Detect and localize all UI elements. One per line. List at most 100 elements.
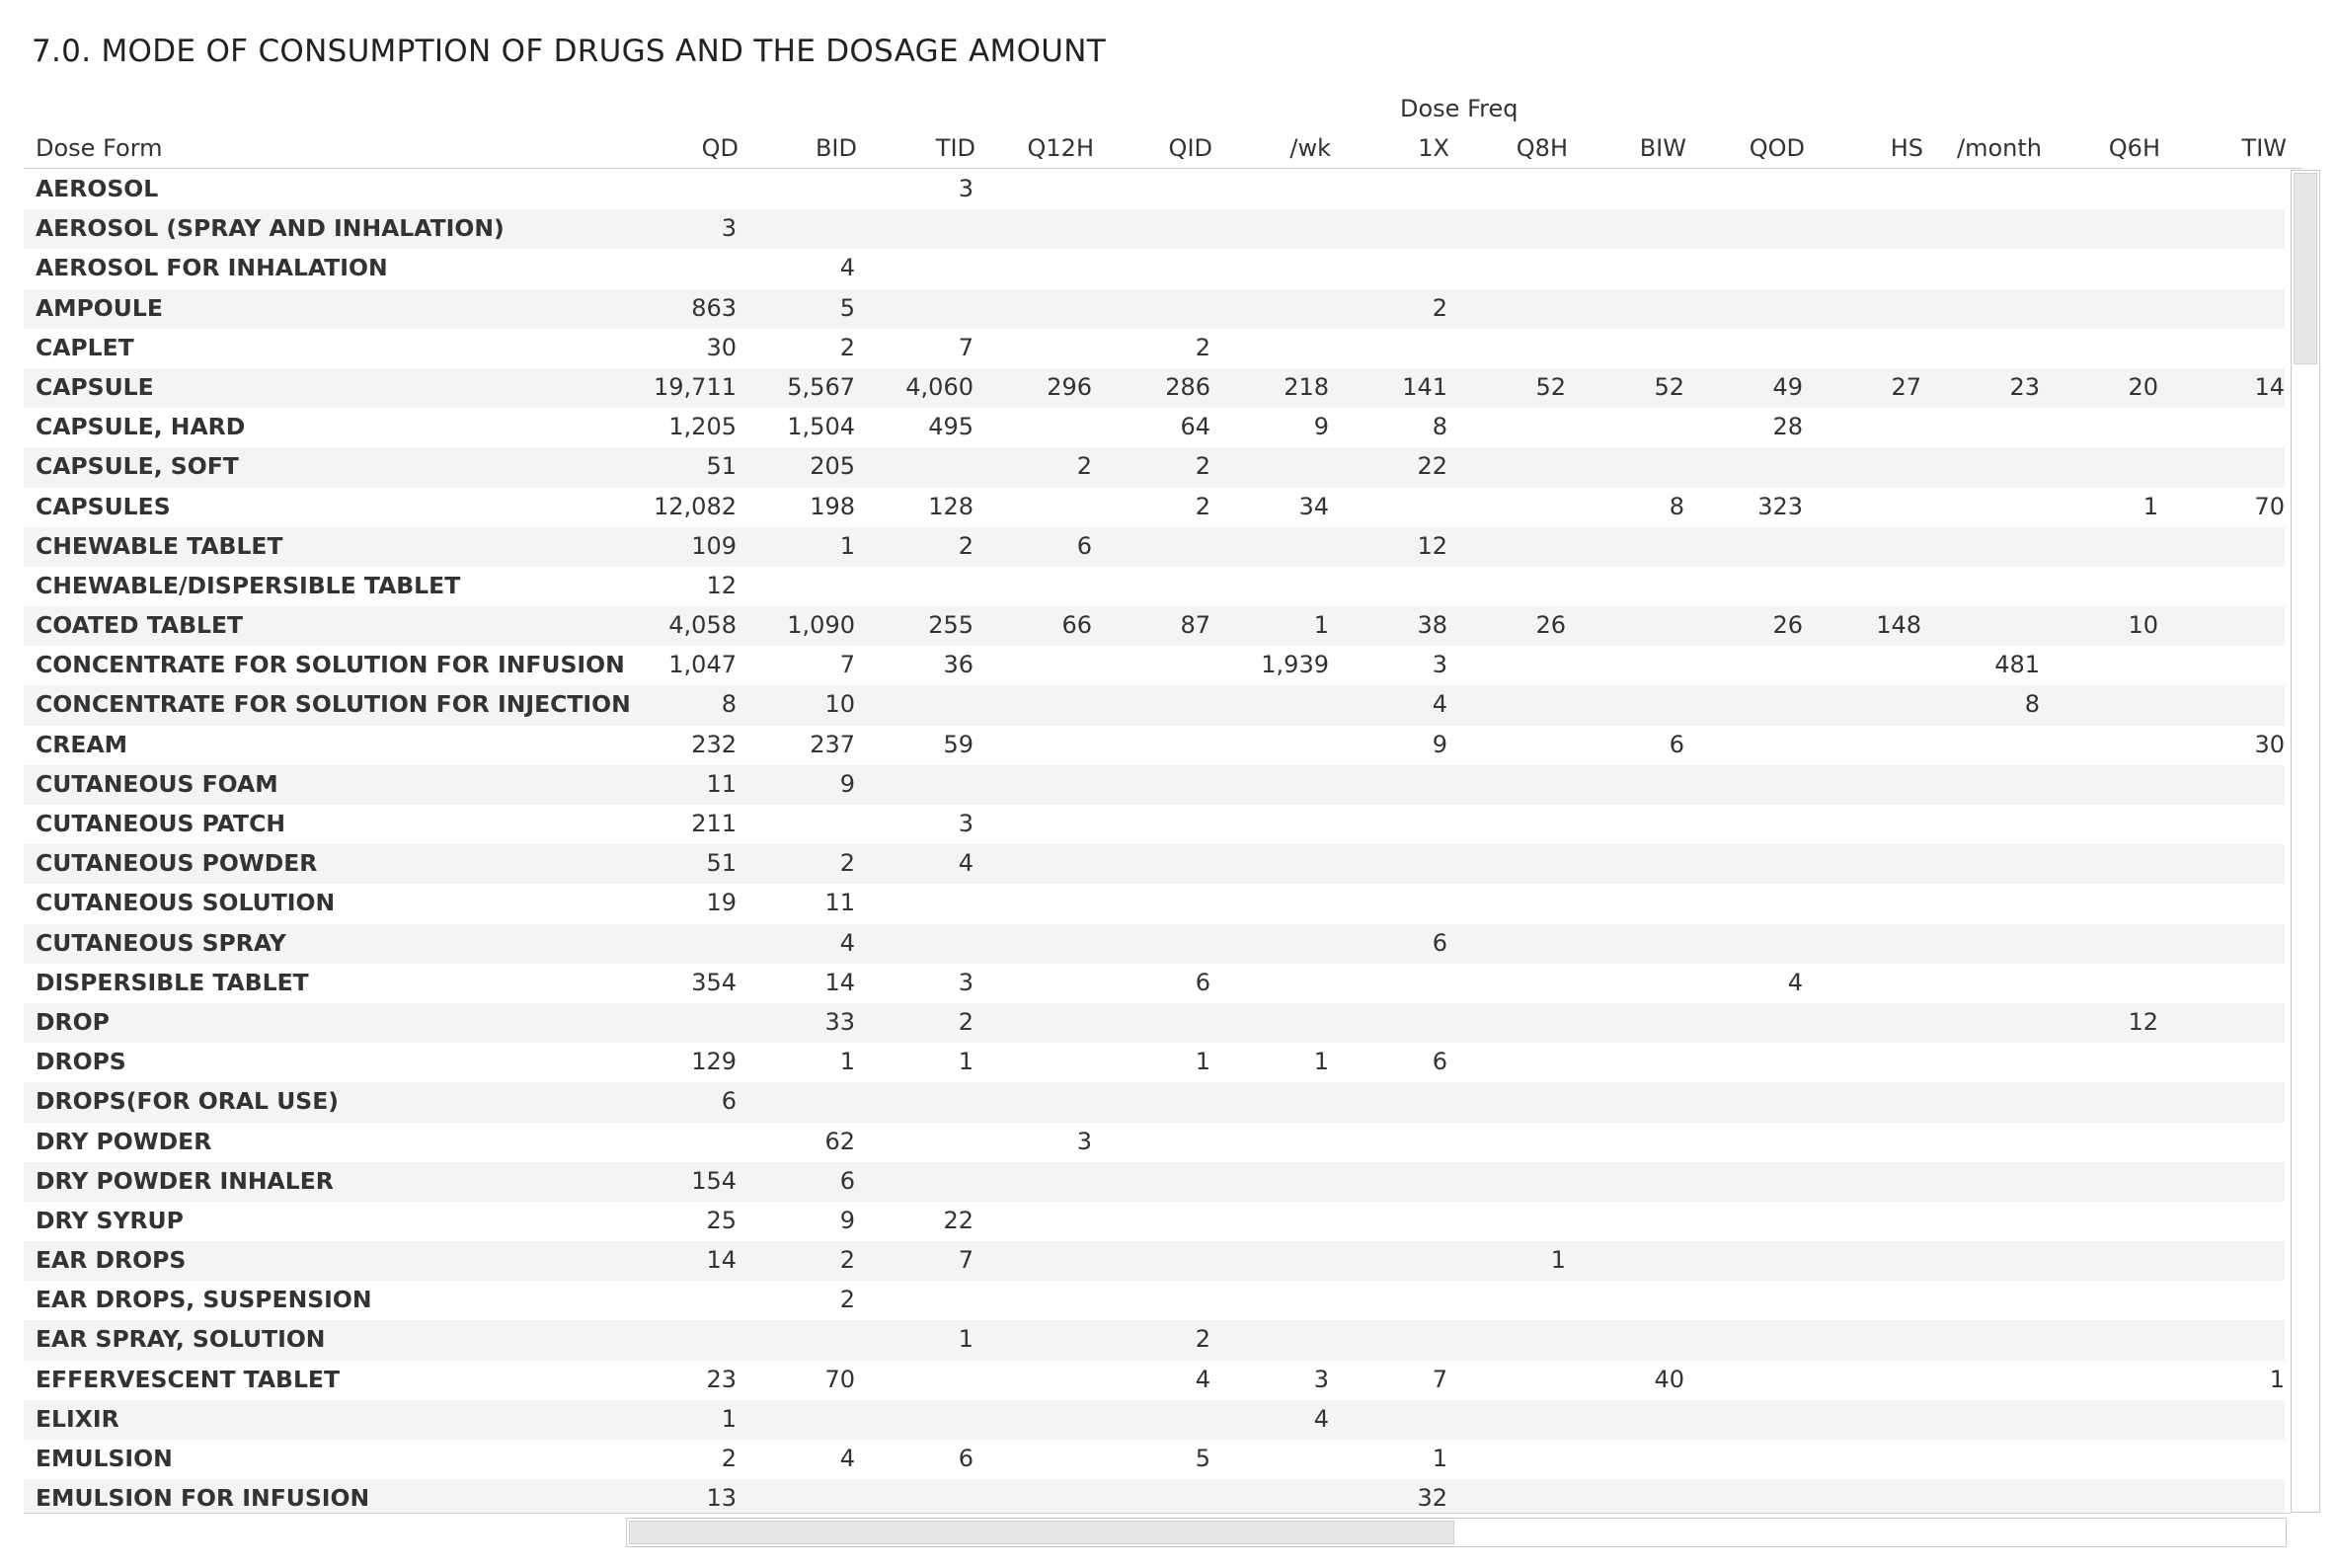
dose-form-label[interactable]: EMULSION FOR INFUSION [36,1484,370,1513]
table-cell[interactable]: 51 [706,849,737,878]
table-cell[interactable]: 23 [706,1365,737,1393]
table-cell[interactable]: 296 [1047,372,1092,401]
table-cell[interactable]: 12,082 [654,492,737,520]
table-cell[interactable]: 4 [839,928,855,957]
table-cell[interactable]: 6 [839,1166,855,1195]
table-cell[interactable]: 237 [810,730,855,758]
column-header-tiw[interactable]: TIW [2241,134,2287,162]
table-cell[interactable]: 38 [1417,611,1447,640]
table-cell[interactable]: 4 [1432,690,1447,719]
column-header-tid[interactable]: TID [935,134,975,162]
table-cell[interactable]: 1 [2269,1365,2285,1393]
table-cell[interactable]: 211 [691,810,737,837]
table-cell[interactable]: 1,504 [787,413,855,441]
table-cell[interactable]: 129 [691,1048,737,1076]
table-cell[interactable]: 4 [1787,968,1803,996]
horizontal-scrollbar-thumb[interactable] [629,1521,1454,1544]
table-cell[interactable]: 1,047 [668,651,737,679]
vertical-scrollbar[interactable] [2291,170,2320,1513]
table-cell[interactable]: 14 [706,1246,737,1275]
dose-form-label[interactable]: CAPLET [36,333,134,361]
table-cell[interactable]: 1 [2142,492,2158,520]
table-cell[interactable]: 354 [691,968,737,996]
table-cell[interactable]: 1 [839,1048,855,1076]
dose-form-label[interactable]: EMULSION [36,1445,173,1472]
table-cell[interactable]: 6 [1669,730,1684,758]
table-cell[interactable]: 1 [1432,1445,1447,1472]
table-cell[interactable]: 8 [1432,413,1447,441]
table-cell[interactable]: 13 [706,1484,737,1513]
table-cell[interactable]: 4 [839,254,855,282]
dose-form-label[interactable]: CAPSULES [36,492,171,520]
dose-form-label[interactable]: CAPSULE [36,372,154,401]
table-cell[interactable]: 1 [958,1048,973,1076]
column-header-q12h[interactable]: Q12H [1027,134,1094,162]
table-cell[interactable]: 128 [928,492,973,520]
dose-form-label[interactable]: EAR DROPS, SUSPENSION [36,1286,372,1314]
table-cell[interactable]: 14 [2254,372,2285,401]
table-cell[interactable]: 148 [1876,611,1921,640]
dose-form-label[interactable]: CUTANEOUS FOAM [36,769,278,798]
table-cell[interactable]: 2 [839,849,855,878]
table-cell[interactable]: 323 [1757,492,1803,520]
table-cell[interactable]: 19 [706,889,737,917]
table-cell[interactable]: 70 [2254,492,2285,520]
table-cell[interactable]: 10 [824,690,855,719]
table-cell[interactable]: 9 [1313,413,1329,441]
table-cell[interactable]: 2 [1432,293,1447,322]
table-cell[interactable]: 87 [1180,611,1210,640]
table-cell[interactable]: 12 [2128,1007,2158,1036]
dose-form-label[interactable]: DRY POWDER [36,1127,212,1155]
table-cell[interactable]: 4 [1195,1365,1210,1393]
table-cell[interactable]: 28 [1772,413,1803,441]
table-cell[interactable]: 2 [1195,333,1210,361]
column-header-q8h[interactable]: Q8H [1516,134,1568,162]
table-cell[interactable]: 36 [943,651,973,679]
table-cell[interactable]: 2 [839,1246,855,1275]
table-cell[interactable]: 286 [1165,372,1210,401]
table-cell[interactable]: 9 [839,769,855,798]
column-header-month[interactable]: /month [1957,134,2042,162]
table-cell[interactable]: 218 [1284,372,1329,401]
table-cell[interactable]: 1,090 [787,611,855,640]
table-cell[interactable]: 5 [1195,1445,1210,1472]
table-cell[interactable]: 11 [824,889,855,917]
table-cell[interactable]: 1,205 [668,413,737,441]
table-cell[interactable]: 2 [839,1286,855,1314]
table-cell[interactable]: 2 [958,1007,973,1036]
dose-form-label[interactable]: CUTANEOUS POWDER [36,849,318,878]
table-cell[interactable]: 26 [1772,611,1803,640]
table-cell[interactable]: 1 [958,1325,973,1354]
table-cell[interactable]: 2 [1195,1325,1210,1354]
table-cell[interactable]: 22 [943,1206,973,1234]
table-cell[interactable]: 3 [958,810,973,837]
dose-form-label[interactable]: DROP [36,1007,110,1036]
table-cell[interactable]: 64 [1180,413,1210,441]
column-header-qid[interactable]: QID [1168,134,1212,162]
table-cell[interactable]: 1 [1195,1048,1210,1076]
table-cell[interactable]: 70 [824,1365,855,1393]
dose-form-label[interactable]: CREAM [36,730,127,758]
table-cell[interactable]: 23 [2009,372,2040,401]
table-cell[interactable]: 62 [824,1127,855,1155]
table-cell[interactable]: 6 [1076,531,1092,560]
dose-form-label[interactable]: CAPSULE, SOFT [36,452,239,481]
column-header-biw[interactable]: BIW [1639,134,1686,162]
table-cell[interactable]: 1 [721,1404,737,1433]
table-cell[interactable]: 7 [839,651,855,679]
table-cell[interactable]: 6 [1432,1048,1447,1076]
dose-form-label[interactable]: DRY POWDER INHALER [36,1166,334,1195]
table-cell[interactable]: 30 [2254,730,2285,758]
table-cell[interactable]: 7 [1432,1365,1447,1393]
table-cell[interactable]: 3 [1076,1127,1092,1155]
column-header-q6h[interactable]: Q6H [2108,134,2160,162]
table-cell[interactable]: 40 [1654,1365,1684,1393]
table-cell[interactable]: 5,567 [787,372,855,401]
table-cell[interactable]: 6 [958,1445,973,1472]
dose-form-label[interactable]: COATED TABLET [36,611,244,640]
table-cell[interactable]: 12 [706,571,737,599]
dose-form-label[interactable]: AMPOULE [36,293,163,322]
dose-form-label[interactable]: CUTANEOUS SOLUTION [36,889,336,917]
column-header-bid[interactable]: BID [815,134,857,162]
table-cell[interactable]: 59 [943,730,973,758]
